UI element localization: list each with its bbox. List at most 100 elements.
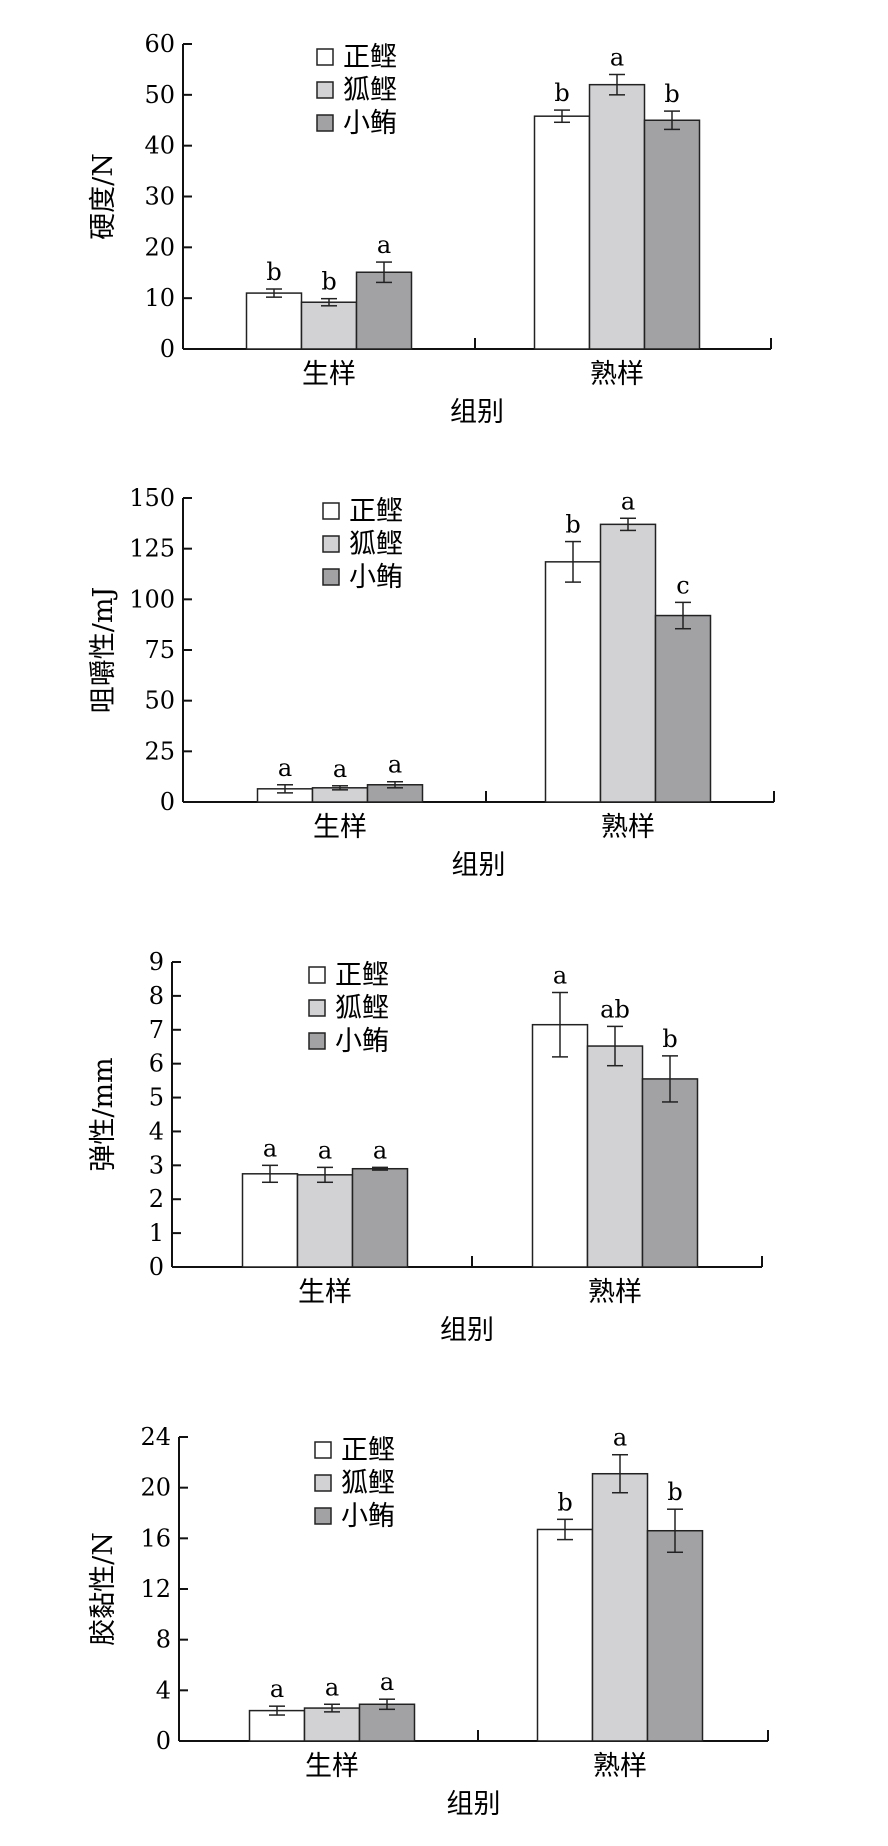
significance-letter: b bbox=[557, 1488, 572, 1516]
legend-swatch bbox=[314, 1474, 332, 1492]
x-tick-label: 熟样 bbox=[590, 359, 644, 390]
legend-swatch bbox=[314, 1507, 332, 1525]
y-tick-label: 12 bbox=[140, 1575, 171, 1603]
significance-letter: b bbox=[667, 1478, 682, 1506]
y-tick-label: 150 bbox=[129, 484, 175, 512]
significance-letter: a bbox=[278, 754, 292, 782]
legend-swatch bbox=[316, 114, 334, 132]
x-tick-label: 熟样 bbox=[601, 812, 655, 843]
significance-letter: ab bbox=[600, 995, 630, 1023]
significance-letter: a bbox=[373, 1136, 387, 1164]
y-tick-label: 25 bbox=[144, 737, 175, 765]
y-tick-label: 2 bbox=[149, 1185, 164, 1213]
bar-小鲔-熟样 bbox=[643, 119, 701, 350]
significance-letter: a bbox=[270, 1675, 284, 1703]
significance-letter: a bbox=[333, 755, 347, 783]
y-axis-title: 咀嚼性/mJ bbox=[88, 587, 119, 714]
x-tick-label: 熟样 bbox=[593, 1751, 647, 1782]
y-tick-label: 7 bbox=[149, 1016, 164, 1044]
y-tick-label: 40 bbox=[144, 132, 175, 160]
y-tick-label: 4 bbox=[149, 1117, 164, 1145]
significance-letter: a bbox=[621, 487, 635, 515]
y-tick-label: 0 bbox=[156, 1727, 171, 1755]
bar-小鲔-熟样 bbox=[654, 614, 712, 803]
x-axis-title: 组别 bbox=[447, 1789, 501, 1820]
x-axis-title: 组别 bbox=[452, 850, 506, 881]
legend-swatch bbox=[322, 535, 340, 553]
significance-letter: c bbox=[676, 571, 689, 599]
significance-letter: b bbox=[554, 79, 569, 107]
legend-swatch bbox=[316, 48, 334, 66]
y-tick-label: 8 bbox=[149, 982, 164, 1010]
y-tick-label: 30 bbox=[144, 183, 175, 211]
significance-letter: b bbox=[266, 258, 281, 286]
y-tick-label: 5 bbox=[149, 1084, 164, 1112]
legend-label: 狐鲣 bbox=[341, 1468, 395, 1499]
legend-swatch bbox=[314, 1441, 332, 1459]
x-tick-label: 生样 bbox=[313, 812, 367, 843]
bar-狐鲣-熟样 bbox=[588, 83, 646, 350]
y-tick-label: 3 bbox=[149, 1151, 164, 1179]
legend-label: 正鲣 bbox=[341, 1435, 395, 1466]
bar-狐鲣-熟样 bbox=[586, 1045, 644, 1268]
y-tick-label: 4 bbox=[156, 1676, 171, 1704]
legend-label: 正鲣 bbox=[343, 42, 397, 73]
legend-swatch bbox=[308, 999, 326, 1017]
legend-swatch bbox=[322, 568, 340, 586]
y-tick-label: 60 bbox=[144, 30, 175, 58]
y-tick-label: 0 bbox=[160, 788, 175, 816]
bar-狐鲣-生样 bbox=[296, 1174, 354, 1268]
significance-letter: b bbox=[664, 80, 679, 108]
bar-正鲣-熟样 bbox=[544, 561, 602, 803]
legend-swatch bbox=[322, 502, 340, 520]
significance-letter: a bbox=[377, 231, 391, 259]
y-axis-title: 弹性/mm bbox=[88, 1057, 119, 1171]
significance-letter: a bbox=[388, 751, 402, 779]
legend-swatch bbox=[316, 81, 334, 99]
bar-狐鲣-熟样 bbox=[599, 523, 657, 803]
x-tick-label: 生样 bbox=[298, 1277, 352, 1308]
significance-letter: a bbox=[318, 1136, 332, 1164]
bar-小鲔-熟样 bbox=[641, 1078, 699, 1268]
y-axis-title: 硬度/N bbox=[88, 153, 119, 240]
y-tick-label: 75 bbox=[144, 636, 175, 664]
legend-label: 小鲔 bbox=[349, 562, 403, 593]
bar-正鲣-熟样 bbox=[531, 1023, 589, 1268]
legend-label: 狐鲣 bbox=[349, 529, 403, 560]
y-tick-label: 1 bbox=[149, 1219, 164, 1247]
bar-狐鲣-生样 bbox=[303, 1707, 361, 1742]
legend-label: 小鲔 bbox=[343, 108, 397, 139]
legend-label: 小鲔 bbox=[341, 1501, 395, 1532]
x-axis-title: 组别 bbox=[450, 397, 504, 428]
legend-label: 狐鲣 bbox=[343, 75, 397, 106]
x-tick-label: 生样 bbox=[305, 1751, 359, 1782]
legend-label: 小鲔 bbox=[335, 1026, 389, 1057]
y-axis-title: 胶黏性/N bbox=[88, 1532, 119, 1646]
legend-swatch bbox=[308, 1032, 326, 1050]
bar-狐鲣-熟样 bbox=[591, 1472, 649, 1742]
significance-letter: b bbox=[662, 1025, 677, 1053]
bar-小鲔-生样 bbox=[355, 271, 413, 350]
bar-小鲔-熟样 bbox=[646, 1529, 704, 1742]
significance-letter: a bbox=[263, 1134, 277, 1162]
y-tick-label: 24 bbox=[140, 1423, 171, 1451]
x-tick-label: 熟样 bbox=[588, 1277, 642, 1308]
significance-letter: b bbox=[565, 511, 580, 539]
legend-label: 正鲣 bbox=[349, 496, 403, 527]
significance-letter: a bbox=[553, 962, 567, 990]
y-tick-label: 20 bbox=[144, 233, 175, 261]
bar-小鲔-生样 bbox=[358, 1703, 416, 1742]
bar-正鲣-熟样 bbox=[536, 1528, 594, 1742]
bar-狐鲣-生样 bbox=[300, 301, 358, 350]
y-tick-label: 20 bbox=[140, 1474, 171, 1502]
significance-letter: a bbox=[613, 1424, 627, 1452]
y-tick-label: 125 bbox=[129, 535, 175, 563]
y-tick-label: 8 bbox=[156, 1626, 171, 1654]
y-tick-label: 100 bbox=[129, 585, 175, 613]
significance-letter: a bbox=[610, 44, 624, 72]
y-tick-label: 16 bbox=[140, 1524, 171, 1552]
